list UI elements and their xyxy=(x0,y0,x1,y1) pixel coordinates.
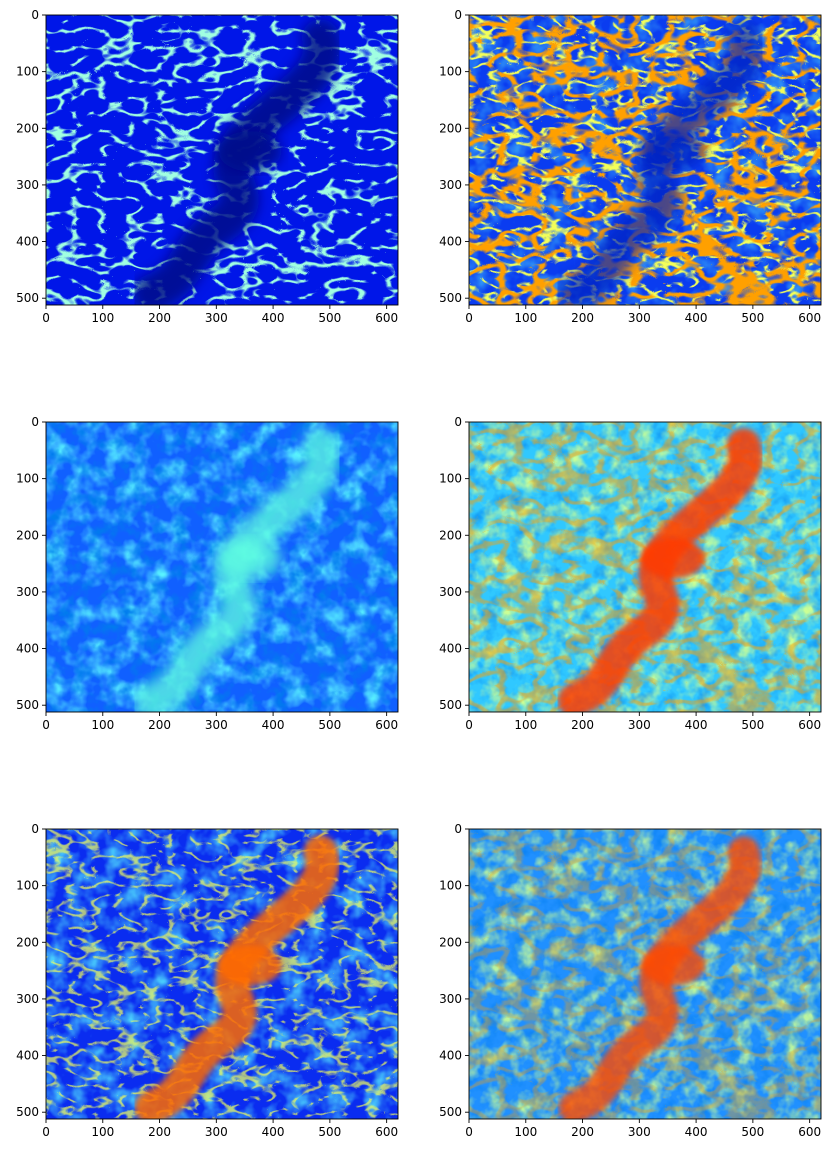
heatmap-panel-1: 0 100 200 300 400 500 600 0 100 200 300 400 500 xyxy=(16,8,399,325)
x-tick-label: 600 xyxy=(798,718,821,732)
x-tick-label: 200 xyxy=(148,1125,171,1139)
y-tick-label: 500 xyxy=(16,698,39,712)
y-tick-label: 400 xyxy=(439,235,462,249)
y-tick-label: 300 xyxy=(439,178,462,192)
heatmap-image-3 xyxy=(46,422,398,712)
heatmap-image-2 xyxy=(469,15,821,305)
axes-frame xyxy=(45,421,399,713)
y-tick-label: 200 xyxy=(16,935,39,949)
y-tick-label: 400 xyxy=(439,642,462,656)
y-tick-label: 200 xyxy=(16,528,39,542)
x-tick-label: 500 xyxy=(318,718,341,732)
x-tick-label: 300 xyxy=(628,718,651,732)
x-tick-label: 0 xyxy=(42,1125,50,1139)
x-tick-label: 100 xyxy=(514,311,537,325)
y-tick-label: 400 xyxy=(16,1049,39,1063)
y-tick-label: 300 xyxy=(439,992,462,1006)
y-tick-label: 500 xyxy=(16,291,39,305)
y-tick-label: 500 xyxy=(439,1105,462,1119)
x-tick-label: 200 xyxy=(148,311,171,325)
x-tick-label: 400 xyxy=(685,718,708,732)
y-tick-label: 200 xyxy=(439,935,462,949)
x-tick-label: 200 xyxy=(571,1125,594,1139)
x-tick-label: 0 xyxy=(465,1125,473,1139)
heatmap-panel-3: 0 100 200 300 400 500 600 0 100 200 300 400 500 xyxy=(16,415,399,732)
y-tick-label: 200 xyxy=(439,121,462,135)
y-tick-label: 200 xyxy=(439,528,462,542)
y-tick-label: 500 xyxy=(439,698,462,712)
y-tick-label: 0 xyxy=(31,822,39,836)
y-tick-label: 0 xyxy=(31,415,39,429)
y-tick-label: 0 xyxy=(454,822,462,836)
y-tick-label: 300 xyxy=(439,585,462,599)
x-tick-label: 100 xyxy=(91,718,114,732)
heatmap-image-6 xyxy=(469,829,821,1119)
x-tick-label: 300 xyxy=(205,1125,228,1139)
x-tick-label: 200 xyxy=(571,718,594,732)
x-tick-label: 0 xyxy=(465,718,473,732)
x-tick-label: 600 xyxy=(798,1125,821,1139)
x-tick-label: 0 xyxy=(465,311,473,325)
heatmap-panel-5: 0 100 200 300 400 500 600 0 100 200 300 400 500 xyxy=(16,822,399,1139)
x-tick-label: 300 xyxy=(628,1125,651,1139)
y-tick-label: 300 xyxy=(16,178,39,192)
x-tick-label: 500 xyxy=(741,1125,764,1139)
heatmap-image-1 xyxy=(46,15,398,305)
y-tick-label: 400 xyxy=(16,235,39,249)
x-tick-label: 600 xyxy=(375,718,398,732)
axes-frame xyxy=(45,14,399,306)
axes-frame xyxy=(45,828,399,1120)
y-tick-label: 0 xyxy=(454,415,462,429)
heatmap-image-4 xyxy=(469,422,821,712)
y-tick-label: 0 xyxy=(454,8,462,22)
x-tick-label: 100 xyxy=(514,1125,537,1139)
x-tick-label: 400 xyxy=(262,718,285,732)
x-tick-label: 600 xyxy=(375,311,398,325)
y-tick-label: 400 xyxy=(16,642,39,656)
y-tick-label: 100 xyxy=(439,65,462,79)
x-tick-label: 500 xyxy=(741,718,764,732)
x-tick-label: 100 xyxy=(91,1125,114,1139)
x-tick-label: 400 xyxy=(685,311,708,325)
axes-frame xyxy=(468,421,822,713)
heatmap-panel-4: 0 100 200 300 400 500 600 0 100 200 300 400 500 xyxy=(439,415,822,732)
y-tick-label: 500 xyxy=(439,291,462,305)
y-tick-label: 300 xyxy=(16,992,39,1006)
y-tick-label: 400 xyxy=(439,1049,462,1063)
x-tick-label: 100 xyxy=(514,718,537,732)
x-tick-label: 200 xyxy=(148,718,171,732)
x-tick-label: 300 xyxy=(205,311,228,325)
y-tick-label: 100 xyxy=(16,472,39,486)
x-tick-label: 400 xyxy=(262,311,285,325)
y-tick-label: 100 xyxy=(16,65,39,79)
axes-frame xyxy=(468,14,822,306)
y-tick-label: 100 xyxy=(439,472,462,486)
x-tick-label: 400 xyxy=(685,1125,708,1139)
heatmap-panel-6: 0 100 200 300 400 500 600 0 100 200 300 400 500 xyxy=(439,822,822,1139)
x-tick-label: 600 xyxy=(798,311,821,325)
x-tick-label: 400 xyxy=(262,1125,285,1139)
x-tick-label: 0 xyxy=(42,718,50,732)
y-tick-label: 200 xyxy=(16,121,39,135)
x-tick-label: 0 xyxy=(42,311,50,325)
x-tick-label: 300 xyxy=(628,311,651,325)
x-tick-label: 300 xyxy=(205,718,228,732)
x-tick-label: 200 xyxy=(571,311,594,325)
y-tick-label: 500 xyxy=(16,1105,39,1119)
y-tick-label: 100 xyxy=(16,879,39,893)
x-tick-label: 500 xyxy=(741,311,764,325)
y-tick-label: 300 xyxy=(16,585,39,599)
x-tick-label: 500 xyxy=(318,311,341,325)
y-tick-label: 100 xyxy=(439,879,462,893)
heatmap-panel-2: 0 100 200 300 400 500 600 0 100 200 300 400 500 xyxy=(439,8,822,325)
x-tick-label: 600 xyxy=(375,1125,398,1139)
x-tick-label: 500 xyxy=(318,1125,341,1139)
y-tick-label: 0 xyxy=(31,8,39,22)
axes-frame xyxy=(468,828,822,1120)
heatmap-image-5 xyxy=(46,829,398,1119)
x-tick-label: 100 xyxy=(91,311,114,325)
